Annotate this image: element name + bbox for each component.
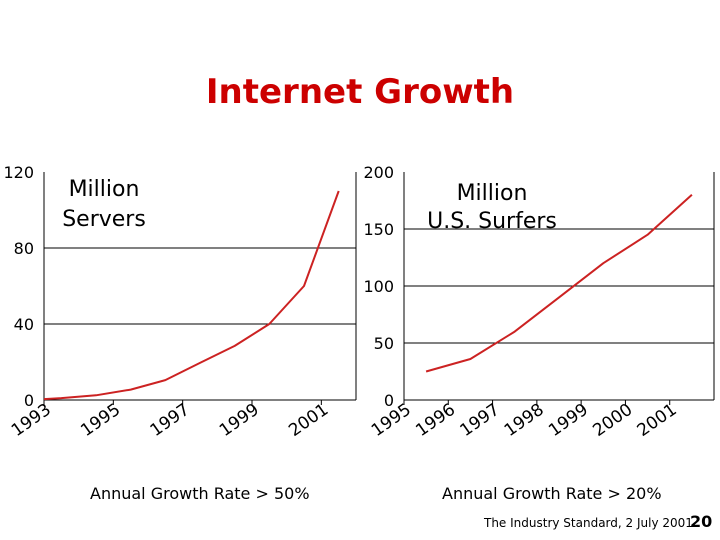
servers-chart-title-line2: Servers <box>62 207 146 232</box>
servers-series-line <box>43 190 340 401</box>
surfers-y-tick-label: 100 <box>363 277 394 296</box>
page-number: 20 <box>690 512 713 531</box>
servers-y-tick-label: 40 <box>14 315 34 334</box>
servers-x-tick-label: 1999 <box>216 400 263 441</box>
source-citation: The Industry Standard, 2 July 2001 <box>484 516 693 530</box>
servers-chart-title-line1: Million <box>69 177 140 202</box>
servers-growth-caption: Annual Growth Rate > 50% <box>90 484 310 503</box>
surfers-y-tick-label: 0 <box>384 391 394 410</box>
surfers-chart-title-line2: U.S. Surfers <box>427 209 557 234</box>
surfers-x-tick-label: 2000 <box>589 400 636 441</box>
surfers-series-line <box>425 194 693 373</box>
servers-x-tick-label: 1995 <box>77 400 124 441</box>
surfers-y-tick-label: 50 <box>374 334 394 353</box>
servers-y-tick-label: 80 <box>14 239 34 258</box>
servers-y-tick-label: 120 <box>3 163 34 182</box>
surfers-y-tick-label: 200 <box>363 163 394 182</box>
servers-x-tick-label: 1997 <box>147 400 194 441</box>
surfers-chart-title-line1: Million <box>457 181 528 206</box>
surfers-x-tick-label: 1996 <box>412 400 459 441</box>
servers-x-tick-label: 2001 <box>285 400 332 441</box>
surfers-x-tick-label: 2001 <box>634 400 681 441</box>
surfers-growth-caption: Annual Growth Rate > 20% <box>442 484 662 503</box>
servers-y-tick-label: 0 <box>24 391 34 410</box>
surfers-x-tick-label: 1999 <box>545 400 592 441</box>
surfers-y-tick-label: 150 <box>363 220 394 239</box>
surfers-x-tick-label: 1998 <box>501 400 548 441</box>
slide-title: Internet Growth <box>205 72 515 112</box>
surfers-x-tick-label: 1997 <box>457 400 504 441</box>
